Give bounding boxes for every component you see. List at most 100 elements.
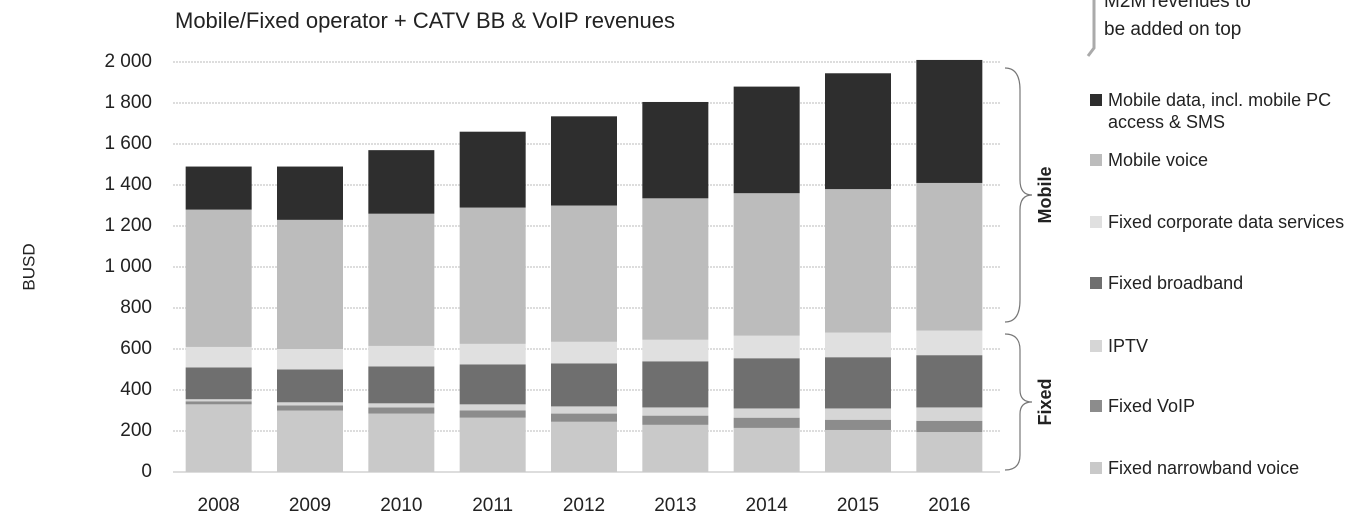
bar-segment xyxy=(185,399,252,402)
bar-segment xyxy=(459,410,526,418)
legend-label: Mobile voice xyxy=(1108,150,1209,170)
bar-segment xyxy=(277,410,343,472)
bar-segment xyxy=(185,367,252,400)
legend-swatch xyxy=(1090,340,1102,352)
bar-segment xyxy=(551,116,617,206)
x-tick-label: 2016 xyxy=(928,495,970,516)
bar-segment xyxy=(916,59,983,183)
legend-label: Fixed broadband xyxy=(1108,273,1244,293)
bar-segment xyxy=(368,345,435,367)
bar-segment xyxy=(642,101,709,199)
bar-segment xyxy=(916,420,983,433)
bar-segment xyxy=(459,404,526,411)
chart-title: Mobile/Fixed operator + CATV BB & VoIP r… xyxy=(175,8,675,33)
fixed-brace xyxy=(1004,333,1033,471)
bar-segment xyxy=(185,404,252,472)
y-tick-label: 800 xyxy=(120,297,152,318)
bar-segment xyxy=(733,86,800,194)
bar-segment xyxy=(277,405,343,411)
bar-segment xyxy=(825,408,891,420)
bar-segment xyxy=(459,207,526,344)
x-tick-label: 2011 xyxy=(472,495,513,516)
x-tick-label: 2015 xyxy=(837,495,879,516)
bar-segment xyxy=(551,363,617,407)
bar-segment xyxy=(459,417,526,472)
bar-segment xyxy=(916,182,983,331)
bar-segment xyxy=(733,358,800,409)
bar-segment xyxy=(277,369,343,403)
bar-segment xyxy=(642,424,709,472)
bar-segment xyxy=(733,335,800,359)
bar-segment xyxy=(825,429,891,472)
legend-swatch xyxy=(1090,94,1102,106)
x-tick-label: 2012 xyxy=(563,495,605,516)
y-tick-label: 1 000 xyxy=(104,256,152,277)
m2m-annotation: M2M revenues to be added on top xyxy=(1104,0,1251,40)
bar-segment xyxy=(185,166,252,210)
bar-segment xyxy=(551,205,617,342)
x-tick-label: 2010 xyxy=(380,495,422,516)
bar-segment xyxy=(642,198,709,340)
legend-swatch xyxy=(1090,154,1102,166)
bar-segment xyxy=(642,361,709,408)
y-tick-label: 200 xyxy=(120,420,152,441)
bar-segment xyxy=(733,408,800,418)
bar-segment xyxy=(459,343,526,365)
bar-segment xyxy=(642,339,709,362)
bar-segment xyxy=(551,421,617,472)
bar-segment xyxy=(916,432,983,472)
bar-segment xyxy=(459,364,526,405)
bar-segment xyxy=(185,209,252,347)
bar-segment xyxy=(277,219,343,349)
legend-label: Fixed corporate data services xyxy=(1108,212,1345,232)
bar-segment xyxy=(916,330,983,356)
bar-segment xyxy=(277,166,343,220)
x-tick-label: 2008 xyxy=(198,495,240,516)
y-tick-label: 2 000 xyxy=(104,51,152,72)
bar-segment xyxy=(277,349,343,370)
bar-segment xyxy=(642,415,709,425)
bar-segment xyxy=(368,213,435,346)
bar-segment xyxy=(459,131,526,208)
legend-label: Mobile data, incl. mobile PC access & SM… xyxy=(1108,90,1332,132)
bar-segment xyxy=(825,73,891,190)
bar-segment xyxy=(825,357,891,409)
bar-segment xyxy=(368,407,435,414)
legend-label: Fixed VoIP xyxy=(1108,396,1196,416)
bar-segment xyxy=(368,413,435,472)
legend-swatch xyxy=(1090,216,1102,228)
fixed-annotation: Fixed xyxy=(1035,378,1055,425)
m2m-bracket xyxy=(1086,0,1096,57)
bar-segment xyxy=(277,402,343,406)
y-axis-label: BUSD xyxy=(19,243,38,290)
mobile-brace xyxy=(1004,67,1033,323)
bar-segment xyxy=(733,193,800,336)
y-tick-label: 1 400 xyxy=(104,174,152,195)
y-tick-label: 0 xyxy=(141,461,152,482)
y-tick-label: 400 xyxy=(120,379,152,400)
bar-segment xyxy=(368,150,435,214)
bar-segment xyxy=(368,403,435,408)
legend-swatch xyxy=(1090,277,1102,289)
legend-swatch xyxy=(1090,400,1102,412)
bar-segment xyxy=(551,341,617,364)
y-tick-label: 600 xyxy=(120,338,152,359)
bar-segment xyxy=(185,401,252,405)
bar-segment xyxy=(733,427,800,472)
bar-segment xyxy=(733,417,800,428)
legend-label: IPTV xyxy=(1108,336,1149,356)
bar-segment xyxy=(185,346,252,368)
bar-segment xyxy=(642,407,709,416)
mobile-annotation: Mobile xyxy=(1035,167,1055,224)
bar-segment xyxy=(916,407,983,421)
bar-segment xyxy=(916,355,983,408)
bar-segment xyxy=(825,419,891,430)
bar-segment xyxy=(551,413,617,422)
y-tick-label: 1 200 xyxy=(104,215,152,236)
x-tick-label: 2009 xyxy=(289,495,331,516)
y-tick-label: 1 800 xyxy=(104,92,152,113)
y-tick-label: 1 600 xyxy=(104,133,152,154)
bar-segment xyxy=(551,406,617,414)
